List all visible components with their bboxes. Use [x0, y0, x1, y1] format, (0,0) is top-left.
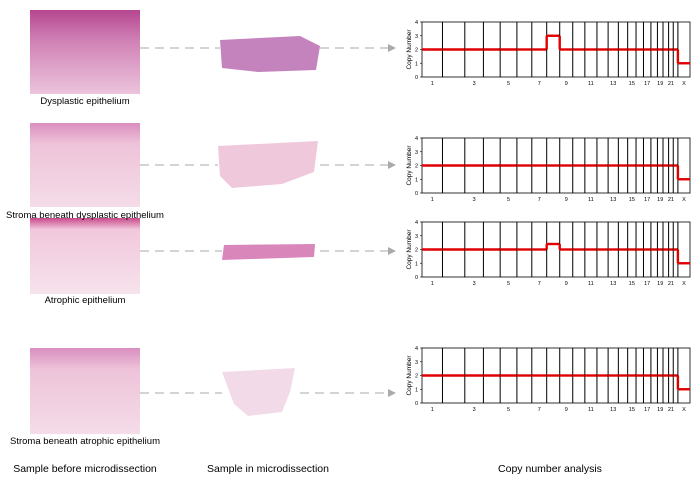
images [30, 10, 320, 434]
chromosome-label: 7 [538, 407, 541, 413]
y-tick-label: 1 [415, 177, 418, 183]
chromosome-label: 5 [507, 407, 510, 413]
chromosome-label: 13 [610, 407, 616, 413]
y-tick-label: 3 [415, 234, 418, 240]
chromosome-label: X [682, 197, 686, 203]
chromosome-label: 7 [538, 281, 541, 287]
chromosome-label: 9 [565, 197, 568, 203]
footer-label: Copy number analysis [498, 463, 602, 475]
y-axis-label: Copy Number [406, 229, 413, 270]
chromosome-label: 11 [588, 281, 594, 287]
histology-image [30, 218, 140, 294]
chromosome-label: 9 [565, 407, 568, 413]
chromosome-label: 21 [668, 197, 674, 203]
y-tick-label: 0 [415, 401, 418, 407]
y-tick-label: 1 [415, 261, 418, 267]
chromosome-label: 15 [629, 197, 635, 203]
chromosome-label: 17 [644, 407, 650, 413]
chromosome-label: 7 [538, 197, 541, 203]
y-axis-label: Copy Number [406, 355, 413, 396]
y-tick-label: 0 [415, 191, 418, 197]
y-axis-label: Copy Number [406, 29, 413, 70]
y-tick-label: 3 [415, 360, 418, 366]
y-tick-label: 2 [415, 164, 418, 170]
y-tick-label: 4 [415, 220, 418, 226]
chromosome-label: 13 [610, 81, 616, 87]
chromosome-label: 11 [588, 81, 594, 87]
section-image [222, 244, 315, 260]
y-tick-label: 2 [415, 248, 418, 254]
chromosome-label: 11 [588, 197, 594, 203]
chromosome-label: 3 [473, 407, 476, 413]
chromosome-label: 15 [629, 81, 635, 87]
y-tick-label: 4 [415, 346, 418, 352]
histology-image [30, 123, 140, 207]
chromosome-label: 9 [565, 281, 568, 287]
chromosome-label: 21 [668, 407, 674, 413]
y-tick-label: 3 [415, 34, 418, 40]
chromosome-label: 17 [644, 197, 650, 203]
footer-label: Sample in microdissection [207, 463, 329, 475]
chromosome-label: X [682, 407, 686, 413]
histology-image [30, 10, 140, 94]
chromosome-label: 9 [565, 81, 568, 87]
caption: Stroma beneath dysplastic epithelium [6, 210, 164, 221]
chromosome-label: 5 [507, 197, 510, 203]
chromosome-label: 21 [668, 281, 674, 287]
chromosome-label: 21 [668, 81, 674, 87]
caption: Atrophic epithelium [45, 295, 126, 306]
chromosome-label: 19 [657, 281, 663, 287]
chromosome-label: X [682, 81, 686, 87]
footer-label: Sample before microdissection [13, 463, 157, 475]
chromosome-label: 5 [507, 281, 510, 287]
chromosome-label: 1 [431, 197, 434, 203]
caption: Stroma beneath atrophic epithelium [10, 436, 160, 447]
chromosome-label: 17 [644, 281, 650, 287]
y-axis-label: Copy Number [406, 145, 413, 186]
chromosome-label: 11 [588, 407, 594, 413]
y-tick-label: 2 [415, 374, 418, 380]
chromosome-label: 1 [431, 281, 434, 287]
chromosome-label: 15 [629, 281, 635, 287]
chromosome-label: 19 [657, 407, 663, 413]
chromosome-label: 5 [507, 81, 510, 87]
histology-image [30, 348, 140, 434]
chromosome-label: 15 [629, 407, 635, 413]
caption: Dysplastic epithelium [40, 96, 129, 107]
arrows [140, 44, 396, 397]
section-image [218, 141, 318, 188]
chromosome-label: 3 [473, 197, 476, 203]
y-tick-label: 3 [415, 150, 418, 156]
chromosome-label: 13 [610, 197, 616, 203]
chromosome-label: 17 [644, 81, 650, 87]
chromosome-label: 1 [431, 81, 434, 87]
chromosome-label: 13 [610, 281, 616, 287]
y-tick-label: 0 [415, 275, 418, 281]
chromosome-label: 7 [538, 81, 541, 87]
y-tick-label: 1 [415, 387, 418, 393]
section-image [220, 36, 320, 72]
chromosome-label: 1 [431, 407, 434, 413]
chromosome-label: 3 [473, 281, 476, 287]
y-tick-label: 2 [415, 48, 418, 54]
chromosome-label: 19 [657, 197, 663, 203]
chromosome-label: X [682, 281, 686, 287]
chromosome-label: 3 [473, 81, 476, 87]
y-tick-label: 0 [415, 75, 418, 81]
section-image [222, 368, 295, 416]
y-tick-label: 1 [415, 61, 418, 67]
y-tick-label: 4 [415, 20, 418, 26]
y-tick-label: 4 [415, 136, 418, 142]
chromosome-label: 19 [657, 81, 663, 87]
